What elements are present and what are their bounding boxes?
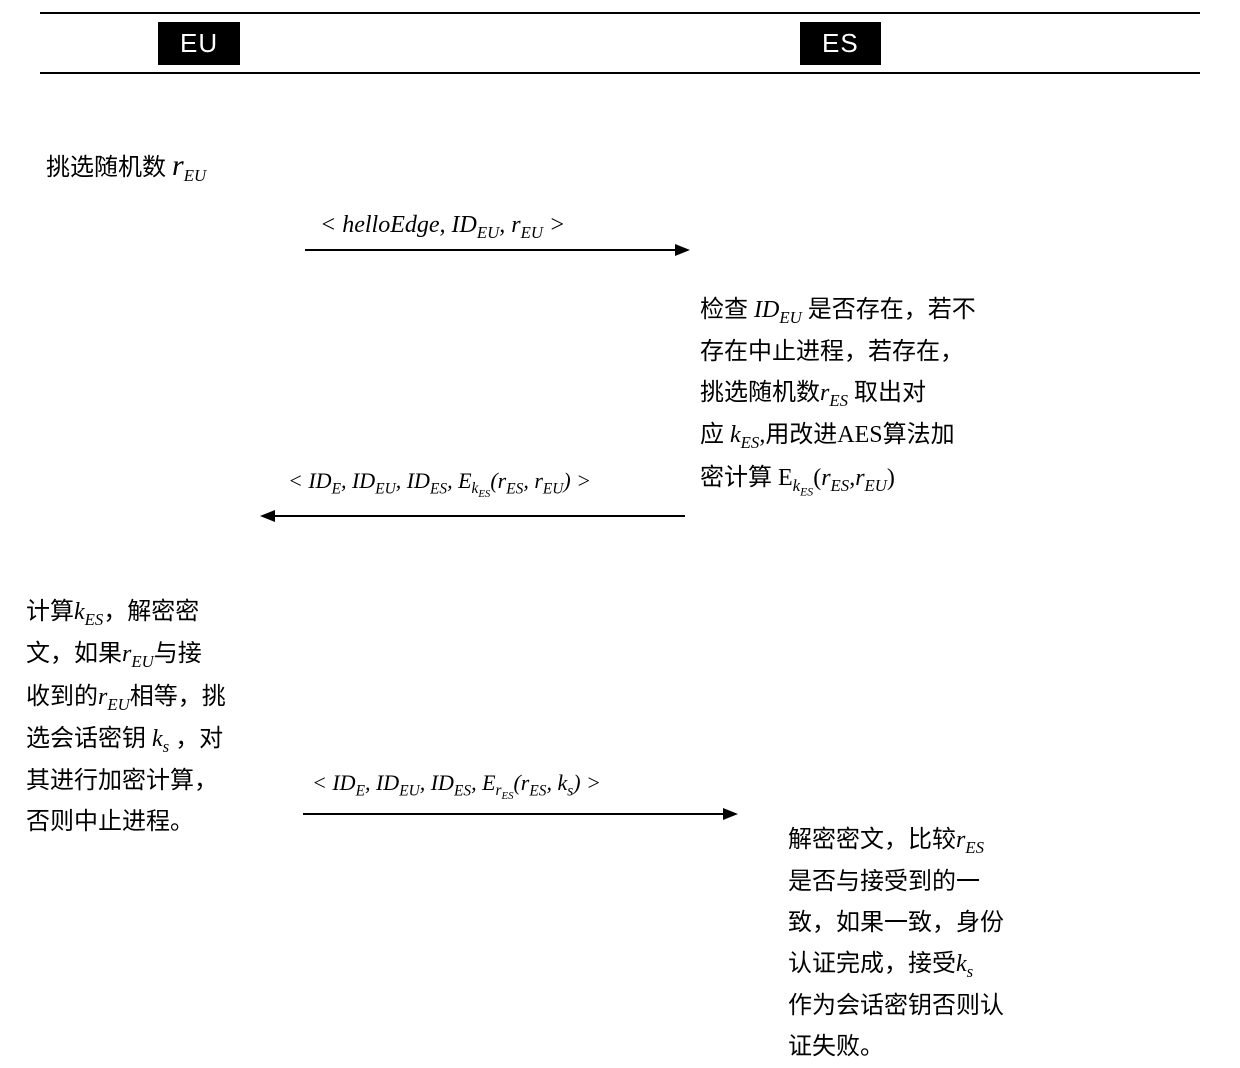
msg1-label: < helloEdge, IDEU, rEU > — [320, 212, 565, 243]
s2-r1s: ES — [831, 476, 850, 495]
s4-l1s: ES — [965, 838, 984, 857]
s2-l1sub: EU — [779, 308, 801, 327]
s2-l1b: 是否存在，若不 — [802, 297, 976, 323]
s3-l3s: EU — [107, 694, 129, 713]
s2-l3sub: ES — [829, 391, 848, 410]
arrow-msg3 — [298, 804, 738, 828]
s4-l4a: 认证完成，接受 — [788, 951, 956, 977]
s3-l2v: r — [122, 641, 131, 667]
s2-l5e: E — [778, 465, 793, 491]
s2-po: ( — [813, 465, 821, 491]
s4-l6: 证失败。 — [788, 1034, 884, 1060]
s4-l2: 是否与接受到的一 — [788, 869, 980, 895]
s4-l1a: 解密密文，比较 — [788, 827, 956, 853]
s2-r1: r — [821, 465, 830, 491]
s2-l5esub: k — [793, 476, 800, 495]
s3-l2a: 文，如果 — [26, 641, 122, 667]
s2-l4b: ,用改进AES算法加 — [759, 422, 954, 448]
step1-prefix: 挑选随机数 — [46, 155, 172, 181]
divider-bottom — [40, 72, 1200, 74]
s3-l2b: 与接 — [154, 641, 202, 667]
s2-l5a: 密计算 — [700, 465, 778, 491]
s4-l4s: s — [967, 962, 974, 981]
party-es: ES — [800, 22, 881, 65]
step2-text: 检查 IDEU 是否存在，若不 存在中止进程，若存在， 挑选随机数rES 取出对… — [700, 290, 1140, 502]
s3-l6: 否则中止进程。 — [26, 809, 194, 835]
s3-l1s: ES — [85, 610, 104, 629]
s3-l1v: k — [74, 599, 85, 625]
s3-l1a: 计算 — [26, 599, 74, 625]
step1-text: 挑选随机数 rEU — [46, 140, 206, 191]
arrow-msg2 — [260, 506, 690, 530]
diagram-container: EU ES 挑选随机数 rEU < helloEdge, IDEU, rEU >… — [0, 0, 1240, 1034]
s2-l5esub2: ES — [800, 485, 813, 498]
s2-l3a: 挑选随机数 — [700, 380, 820, 406]
divider-top — [40, 12, 1200, 14]
s4-l4v: k — [956, 951, 967, 977]
s4-l1v: r — [956, 827, 965, 853]
s2-l3var: r — [820, 380, 829, 406]
s3-l2s: EU — [131, 652, 153, 671]
s3-l4v: k — [152, 726, 163, 752]
s2-l3b: 取出对 — [848, 380, 926, 406]
s3-l3b: 相等，挑 — [130, 684, 226, 710]
step1-sub: EU — [184, 166, 206, 185]
s2-l2: 存在中止进程，若存在， — [700, 339, 964, 365]
s2-l4var: k — [730, 422, 741, 448]
s2-r2s: EU — [865, 476, 887, 495]
step4-text: 解密密文，比较rES 是否与接受到的一 致，如果一致，身份 认证完成，接受ks … — [788, 820, 1098, 1068]
s3-l5: 其进行加密计算， — [26, 768, 218, 794]
s4-l5: 作为会话密钥否则认 — [788, 993, 1004, 1019]
s3-l4a: 选会话密钥 — [26, 726, 152, 752]
s4-l3: 致，如果一致，身份 — [788, 910, 1004, 936]
s3-l4b: ，对 — [169, 726, 223, 752]
step1-var: r — [172, 149, 184, 182]
s2-l4sub: ES — [741, 433, 760, 452]
s2-l1var: ID — [754, 297, 779, 323]
s2-pc: ) — [887, 465, 895, 491]
party-eu: EU — [158, 22, 240, 65]
s3-l3a: 收到的 — [26, 684, 98, 710]
s2-r2: r — [855, 465, 864, 491]
arrow-msg1 — [300, 240, 690, 264]
s2-l4a: 应 — [700, 422, 730, 448]
step3-text: 计算kES，解密密 文，如果rEU与接 收到的rEU相等，挑 选会话密钥 ks … — [26, 592, 291, 843]
msg2-label: < IDE, IDEU, IDES, EkES(rES, rEU) > — [288, 468, 591, 500]
s3-l1b: ，解密密 — [103, 599, 199, 625]
s3-l3v: r — [98, 684, 107, 710]
msg3-label: < IDE, IDEU, IDES, ErES(rES, ks) > — [312, 770, 601, 802]
s2-l1a: 检查 — [700, 297, 754, 323]
